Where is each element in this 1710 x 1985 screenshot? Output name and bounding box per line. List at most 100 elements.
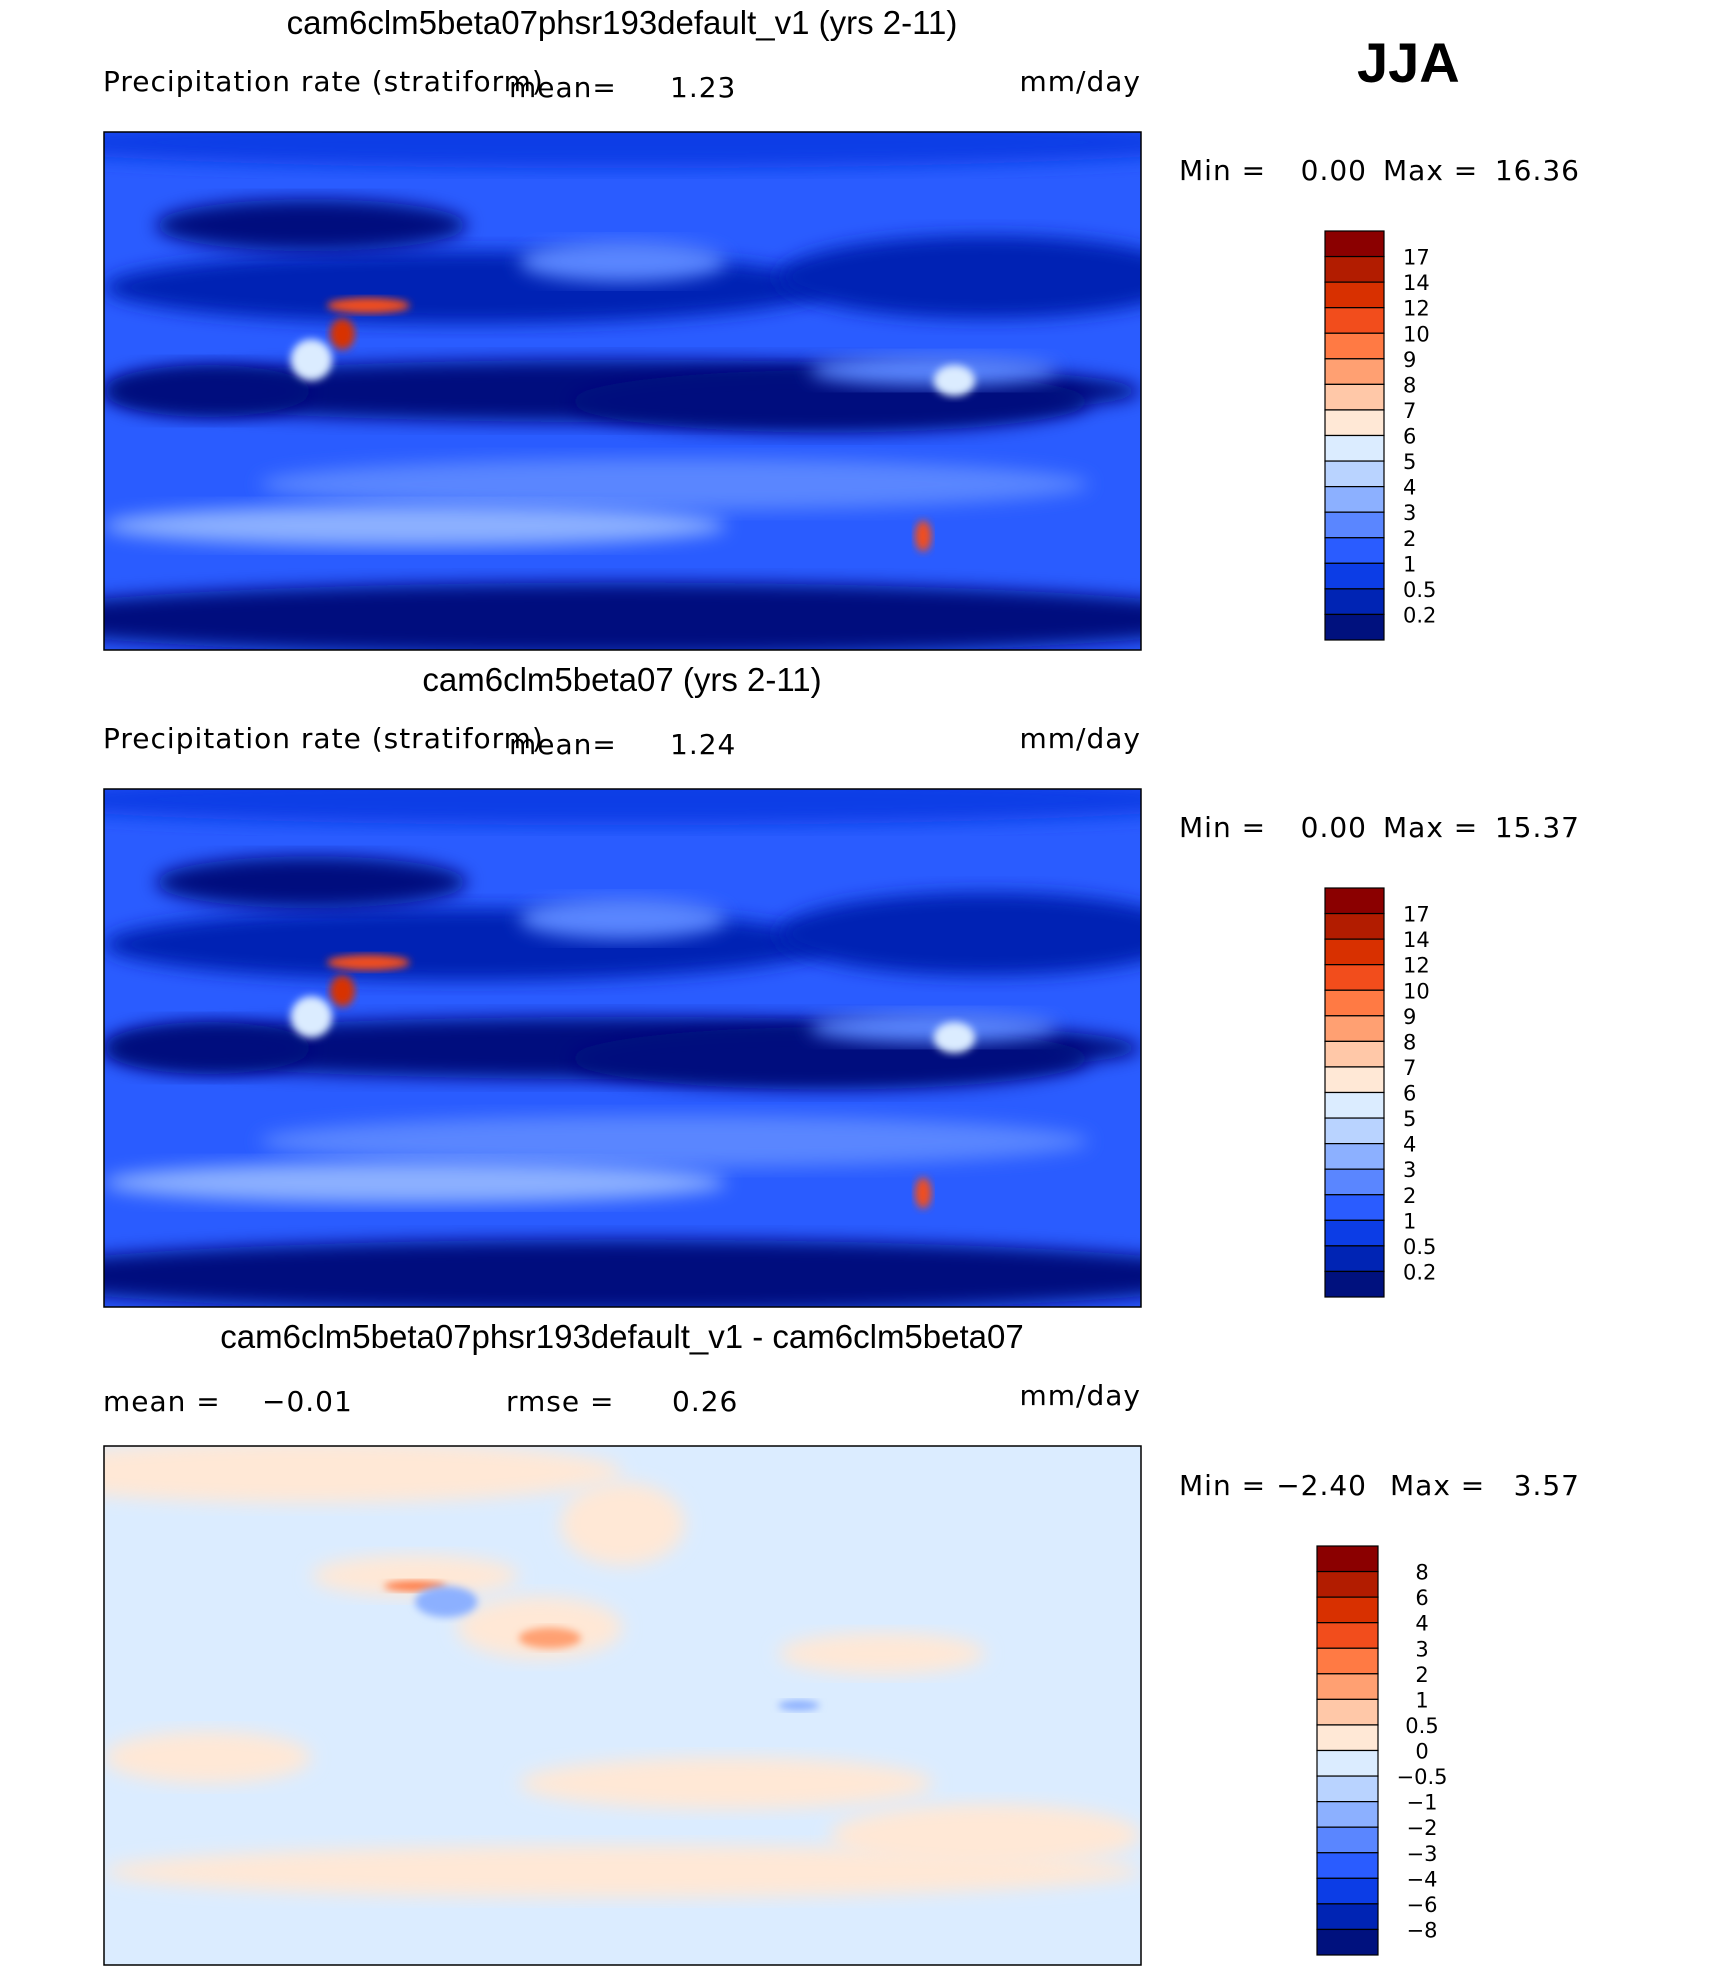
- colorbar-box: [1316, 1877, 1379, 1905]
- colorbar-label: 6: [1415, 1586, 1428, 1610]
- field-patch: [933, 1022, 976, 1054]
- colorbar-box: [1324, 383, 1385, 411]
- colorbar-label: 3: [1415, 1637, 1428, 1661]
- colorbar-label: 9: [1403, 1005, 1416, 1029]
- mean-label: mean=: [509, 728, 617, 761]
- colorbar-box: [1324, 1091, 1385, 1119]
- colorbar-box: [1324, 434, 1385, 462]
- colorbar-label: −4: [1407, 1867, 1438, 1891]
- colorbar-box: [1316, 1545, 1379, 1573]
- colorbar-box: [1316, 1801, 1379, 1828]
- field-patch: [829, 1804, 1141, 1867]
- field-patch: [778, 235, 1141, 319]
- colorbar-label: 12: [1403, 297, 1430, 321]
- colorbar-box: [1324, 1117, 1385, 1145]
- colorbar-label: 8: [1403, 373, 1416, 397]
- field-patch: [311, 1554, 519, 1597]
- map-field: [104, 1446, 1141, 1965]
- colorbar-label: 17: [1403, 903, 1430, 927]
- max-value: 3.57: [1514, 1469, 1580, 1502]
- colorbar-label: 7: [1403, 399, 1416, 423]
- map-frame: [103, 788, 1142, 1308]
- variable-name: Precipitation rate (stratiform): [103, 65, 544, 98]
- colorbar-label: 4: [1403, 476, 1416, 500]
- field-patch: [914, 1177, 932, 1209]
- field-patch: [104, 1731, 312, 1784]
- field-patch: [560, 1482, 685, 1566]
- colorbar-box: [1324, 511, 1385, 539]
- field-patch: [104, 1239, 1141, 1307]
- field-patch: [104, 1022, 312, 1074]
- colorbar-label: 1: [1415, 1688, 1428, 1712]
- field-patch: [259, 458, 1090, 511]
- field-patch: [809, 354, 1059, 386]
- colorbar-box: [1324, 1245, 1385, 1273]
- units: mm/day: [1020, 65, 1142, 98]
- colorbar-box: [1316, 1928, 1379, 1956]
- colorbar-label: 2: [1403, 1184, 1416, 1208]
- mean-value: 1.23: [670, 71, 736, 104]
- field-patch: [104, 365, 312, 417]
- rmse-value: 0.26: [672, 1385, 738, 1418]
- field-patch: [155, 856, 467, 909]
- colorbar-box: [1324, 1015, 1385, 1042]
- colorbar-box: [1324, 460, 1385, 488]
- colorbar-box: [1324, 1040, 1385, 1068]
- season: JJA: [1357, 31, 1460, 94]
- colorbar-label: 14: [1403, 928, 1430, 952]
- colorbar-box: [1324, 1143, 1385, 1170]
- colorbar-label: 10: [1403, 979, 1430, 1003]
- colorbar-box: [1316, 1749, 1379, 1777]
- colorbar-label: 6: [1403, 1082, 1416, 1106]
- colorbar-box: [1316, 1596, 1379, 1624]
- field-patch: [155, 199, 467, 252]
- colorbar-box: [1324, 964, 1385, 991]
- min-value: 0.00: [1301, 811, 1367, 844]
- colorbar-box: [1324, 613, 1385, 641]
- mean-value: −0.01: [262, 1385, 353, 1418]
- colorbar-label: 0.5: [1405, 1714, 1438, 1738]
- mean-value: 1.24: [670, 728, 736, 761]
- min-label: Min =: [1179, 1469, 1266, 1502]
- field-patch: [933, 365, 976, 397]
- panel-title: cam6clm5beta07phsr193default_v1 - cam6cl…: [220, 1318, 1023, 1355]
- colorbar-label: 8: [1403, 1030, 1416, 1054]
- map-frame: [103, 131, 1142, 651]
- colorbar-box: [1324, 230, 1385, 258]
- mean-label: mean=: [509, 71, 617, 104]
- mean-label: mean =: [103, 1385, 221, 1418]
- min-value: 0.00: [1301, 154, 1367, 187]
- colorbar-box: [1324, 562, 1385, 590]
- field-patch: [778, 1632, 986, 1675]
- colorbar-label: 1: [1403, 552, 1416, 576]
- units: mm/day: [1020, 1379, 1142, 1412]
- colorbar-label: 0: [1415, 1740, 1428, 1764]
- colorbar-box: [1324, 255, 1385, 283]
- colorbar-label: 0.2: [1403, 1260, 1436, 1284]
- field-patch: [290, 339, 333, 381]
- colorbar-label: −6: [1407, 1893, 1438, 1917]
- colorbar-label: 10: [1403, 322, 1430, 346]
- colorbar-box: [1324, 1194, 1385, 1221]
- max-label: Max =: [1383, 154, 1478, 187]
- colorbar-box: [1324, 332, 1385, 360]
- panel-title: cam6clm5beta07phsr193default_v1 (yrs 2-1…: [287, 4, 958, 41]
- colorbar-label: 5: [1403, 1107, 1416, 1131]
- colorbar-label: 5: [1403, 450, 1416, 474]
- colorbar-box: [1324, 938, 1385, 966]
- colorbar-box: [1316, 1622, 1379, 1649]
- max-label: Max =: [1390, 1469, 1485, 1502]
- field-patch: [104, 1161, 727, 1204]
- colorbar-label: −0.5: [1397, 1765, 1448, 1789]
- colorbar-label: −3: [1407, 1842, 1438, 1866]
- colorbar-box: [1316, 1570, 1379, 1598]
- map-field: [104, 132, 1141, 650]
- colorbar-label: 9: [1403, 348, 1416, 372]
- colorbar-box: [1316, 1673, 1379, 1700]
- field-patch: [330, 318, 355, 350]
- colorbar-box: [1324, 537, 1385, 564]
- colorbar-label: 2: [1415, 1663, 1428, 1687]
- colorbar-box: [1316, 1775, 1379, 1803]
- colorbar-label: 0.2: [1403, 603, 1436, 627]
